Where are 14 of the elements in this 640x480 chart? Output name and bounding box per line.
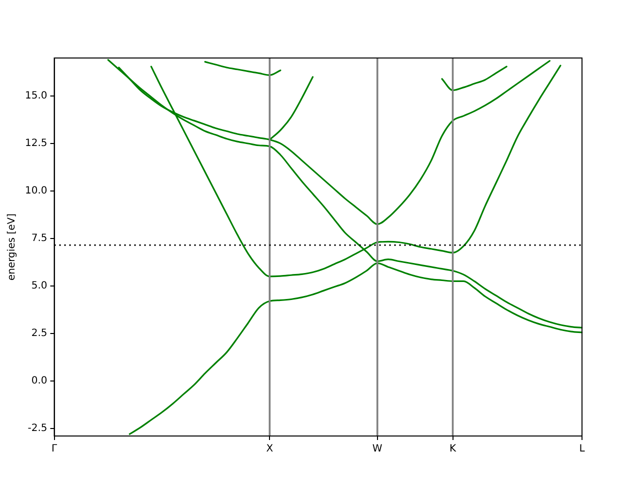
y-tick-label: 7.5 [31,233,48,244]
y-tick-label: 12.5 [25,138,48,150]
y-tick-label: 5.0 [31,280,48,292]
x-tick-label: K [449,444,456,455]
y-tick-label: -2.5 [28,422,48,434]
x-tick-label: Γ [51,444,58,455]
y-tick-label: 10.0 [25,186,48,197]
x-tick-label: L [579,444,586,455]
y-tick-label: 0.0 [31,376,48,387]
x-tick-label: X [266,444,274,455]
y-tick-label: 15.0 [25,90,48,102]
y-tick-label: 2.5 [31,328,48,340]
x-tick-label: W [372,444,382,455]
y-axis-title: energies [eV] [6,213,18,281]
